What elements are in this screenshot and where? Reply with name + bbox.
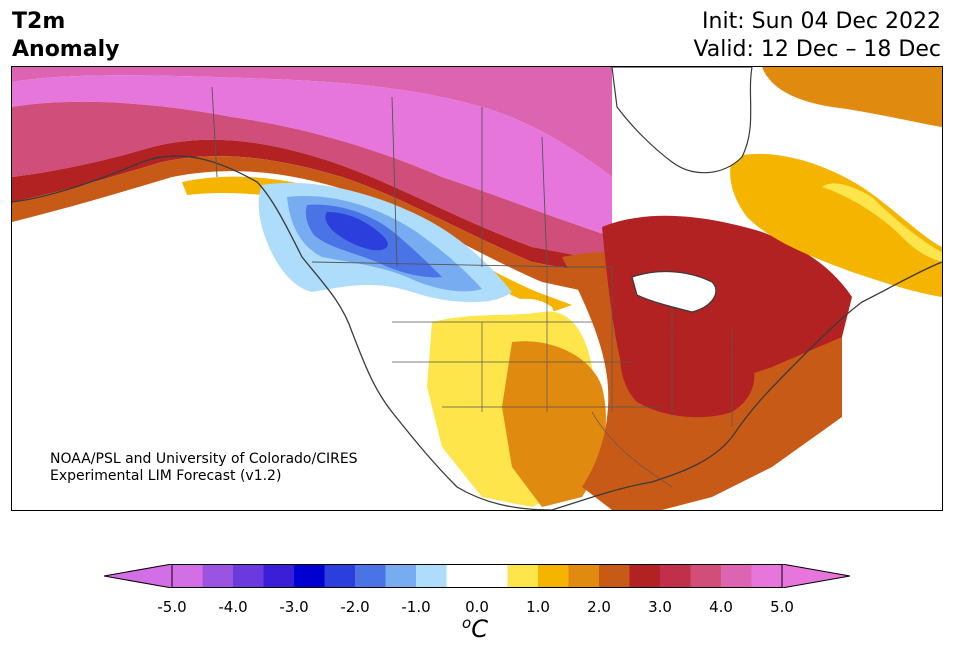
colorbar-tick-label: 1.0 bbox=[526, 598, 550, 616]
colorbar-swatch bbox=[690, 564, 722, 588]
colorbar-swatch bbox=[233, 564, 264, 588]
colorbar-swatch bbox=[446, 564, 478, 588]
colorbar-swatch bbox=[355, 564, 386, 588]
colorbar-swatch bbox=[294, 564, 325, 588]
colorbar-extend-low bbox=[103, 563, 173, 589]
anomaly-map bbox=[12, 67, 942, 510]
colorbar-tick-label: 3.0 bbox=[648, 598, 672, 616]
colorbar-tick-label: 2.0 bbox=[587, 598, 611, 616]
colorbar-tick-label: -1.0 bbox=[401, 598, 431, 616]
forecast-dates: Init: Sun 04 Dec 2022 Valid: 12 Dec – 18… bbox=[693, 8, 941, 64]
colorbar-swatch bbox=[416, 564, 447, 588]
init-date: Init: Sun 04 Dec 2022 bbox=[702, 9, 941, 34]
colorbar-tick-label: -5.0 bbox=[157, 598, 187, 616]
colorbar-swatch bbox=[599, 564, 630, 588]
unit-degree: o bbox=[462, 614, 472, 632]
colorbar-swatch bbox=[202, 564, 234, 588]
unit-letter: C bbox=[471, 615, 488, 643]
colorbar bbox=[103, 563, 851, 589]
credit-line-1: NOAA/PSL and University of Colorado/CIRE… bbox=[50, 451, 358, 467]
colorbar-frame bbox=[171, 564, 783, 588]
valid-range: Valid: 12 Dec – 18 Dec bbox=[693, 37, 941, 62]
map-title: T2m Anomaly bbox=[12, 9, 120, 62]
map-panel[interactable]: NOAA/PSL and University of Colorado/CIRE… bbox=[11, 66, 943, 511]
colorbar-extend-high bbox=[781, 563, 851, 589]
colorbar-swatch bbox=[660, 564, 691, 588]
colorbar-tick-label: 4.0 bbox=[709, 598, 733, 616]
colorbar-tick-label: -2.0 bbox=[340, 598, 370, 616]
colorbar-swatch bbox=[721, 564, 752, 588]
colorbar-tick-label: -4.0 bbox=[218, 598, 248, 616]
colorbar-tick-label: 5.0 bbox=[770, 598, 794, 616]
credit-text: NOAA/PSL and University of Colorado/CIRE… bbox=[50, 451, 358, 485]
colorbar-swatch bbox=[538, 564, 569, 588]
colorbar-swatch bbox=[568, 564, 600, 588]
colorbar-swatch bbox=[629, 564, 661, 588]
colorbar-unit: oC bbox=[462, 614, 488, 643]
credit-line-2: Experimental LIM Forecast (v1.2) bbox=[50, 468, 282, 484]
colorbar-swatch bbox=[172, 564, 203, 588]
colorbar-swatch bbox=[263, 564, 295, 588]
colorbar-swatch bbox=[751, 564, 783, 588]
colorbar-ticks: -5.0 -4.0 -3.0 -2.0 -1.0 0.0 1.0 2.0 3.0 4.0 5.0 bbox=[0, 598, 953, 618]
colorbar-tick-label: -3.0 bbox=[279, 598, 309, 616]
colorbar-swatch bbox=[507, 564, 539, 588]
colorbar-swatch bbox=[324, 564, 356, 588]
colorbar-swatch bbox=[385, 564, 417, 588]
colorbar-swatches bbox=[103, 563, 851, 589]
colorbar-tick-label: 0.0 bbox=[465, 598, 489, 616]
colorbar-swatch bbox=[477, 564, 508, 588]
